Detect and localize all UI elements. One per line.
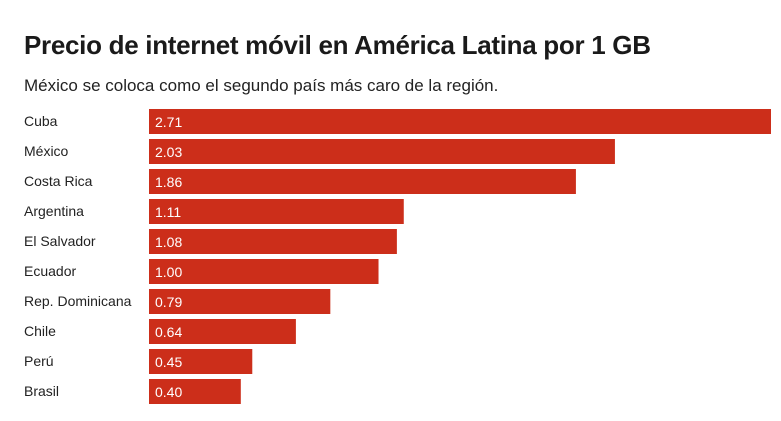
bar: [149, 319, 296, 344]
value-label: 1.00: [155, 264, 182, 280]
bar: [149, 199, 404, 224]
value-label: 0.40: [155, 384, 182, 400]
category-label: México: [24, 143, 69, 159]
chart-title: Precio de internet móvil en América Lati…: [24, 30, 651, 60]
value-label: 1.11: [155, 204, 181, 220]
bar: [149, 169, 576, 194]
category-label: Perú: [24, 353, 54, 369]
bar: [149, 349, 253, 374]
category-label: Ecuador: [24, 263, 76, 279]
category-label: Argentina: [24, 203, 84, 219]
value-label: 0.45: [155, 354, 182, 370]
bar: [149, 379, 241, 404]
category-label: El Salvador: [24, 233, 96, 249]
bar: [149, 289, 331, 314]
value-label: 0.79: [155, 294, 182, 310]
bar: [149, 229, 397, 254]
bar: [149, 139, 615, 164]
category-label: Cuba: [24, 113, 58, 129]
value-label: 2.03: [155, 144, 182, 160]
bar: [149, 109, 771, 134]
value-label: 1.08: [155, 234, 182, 250]
category-label: Rep. Dominicana: [24, 293, 132, 309]
value-label: 0.64: [155, 324, 182, 340]
chart-subtitle: México se coloca como el segundo país má…: [24, 76, 499, 95]
value-label: 2.71: [155, 114, 182, 130]
category-label: Chile: [24, 323, 56, 339]
category-label: Brasil: [24, 383, 59, 399]
category-label: Costa Rica: [24, 173, 93, 189]
bar: [149, 259, 379, 284]
value-label: 1.86: [155, 174, 182, 190]
